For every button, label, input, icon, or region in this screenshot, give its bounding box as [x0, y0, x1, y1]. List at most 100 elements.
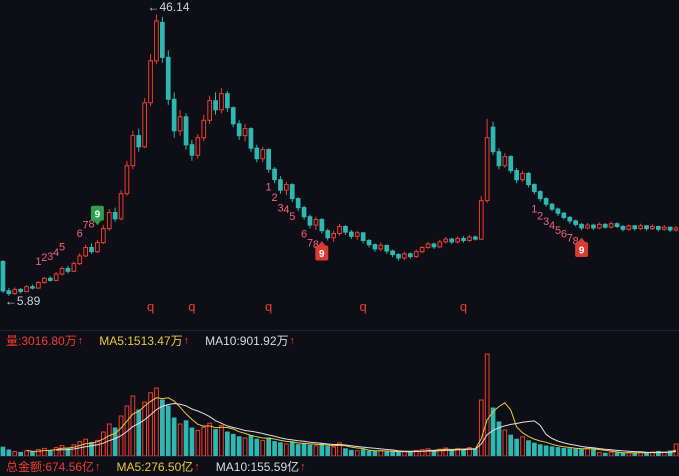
volume-bar[interactable]	[189, 427, 195, 456]
candle[interactable]	[349, 230, 354, 240]
volume-bar[interactable]	[112, 427, 118, 456]
candle[interactable]	[225, 90, 230, 112]
volume-bar[interactable]	[47, 449, 53, 456]
candle[interactable]	[449, 237, 455, 244]
volume-bar[interactable]	[585, 447, 590, 456]
candle[interactable]	[278, 176, 283, 194]
candle[interactable]	[378, 242, 384, 251]
candle[interactable]	[473, 235, 478, 241]
candle[interactable]	[425, 241, 431, 249]
volume-bar[interactable]	[177, 423, 183, 456]
candle[interactable]	[591, 223, 596, 230]
candle[interactable]	[667, 226, 673, 233]
candle[interactable]	[402, 251, 407, 261]
volume-bar[interactable]	[6, 449, 12, 456]
candle[interactable]	[30, 284, 35, 290]
candle[interactable]	[71, 261, 77, 273]
volume-bar[interactable]	[396, 451, 401, 456]
candle[interactable]	[661, 225, 667, 231]
candle[interactable]	[207, 95, 213, 124]
candlestick-pane[interactable]: ←46.14 ←5.89 q q q q q 1 2 3 4 5 6 7 8 9 1 2 3 4 5 6 7 8 9 1 2 3 4 5 6…	[0, 0, 679, 330]
candle[interactable]	[437, 239, 443, 249]
candle[interactable]	[343, 225, 348, 235]
candle[interactable]	[230, 106, 236, 128]
candle[interactable]	[614, 222, 620, 228]
candle[interactable]	[673, 225, 679, 232]
volume-bar[interactable]	[89, 441, 94, 456]
candle[interactable]	[189, 139, 195, 161]
candle[interactable]	[301, 205, 307, 220]
candle[interactable]	[650, 224, 655, 230]
candle[interactable]	[526, 172, 531, 188]
volume-bar[interactable]	[632, 452, 638, 456]
candle[interactable]	[130, 130, 136, 170]
candle[interactable]	[295, 197, 301, 212]
volume-bar[interactable]	[490, 407, 496, 456]
volume-chart[interactable]	[0, 350, 679, 456]
candle[interactable]	[101, 225, 106, 244]
volume-bar[interactable]	[165, 405, 171, 456]
candle[interactable]	[331, 230, 336, 242]
volume-bar[interactable]	[579, 449, 584, 456]
volume-bar[interactable]	[301, 442, 307, 456]
candle[interactable]	[65, 265, 71, 274]
volume-bar[interactable]	[484, 353, 490, 456]
candle[interactable]	[95, 239, 100, 254]
candle[interactable]	[644, 225, 649, 231]
candle[interactable]	[555, 207, 561, 216]
volume-bar[interactable]	[354, 450, 360, 456]
ex-rights-mark[interactable]: q	[265, 299, 272, 314]
candle[interactable]	[508, 155, 514, 174]
candle[interactable]	[543, 197, 549, 207]
volume-bar[interactable]	[248, 435, 254, 456]
volume-bar[interactable]	[537, 444, 543, 456]
candle[interactable]	[514, 167, 519, 184]
volume-bar[interactable]	[425, 448, 431, 456]
candle[interactable]	[266, 148, 271, 173]
volume-bar[interactable]	[443, 447, 449, 456]
volume-bar[interactable]	[142, 401, 148, 456]
ex-rights-mark[interactable]: q	[460, 299, 467, 314]
volume-bar[interactable]	[502, 429, 508, 456]
volume-bar[interactable]	[384, 451, 390, 456]
ex-rights-mark[interactable]: q	[359, 299, 366, 314]
candle[interactable]	[260, 146, 266, 163]
volume-bar[interactable]	[349, 449, 354, 456]
volume-bar[interactable]	[372, 451, 378, 456]
volume-bar[interactable]	[402, 451, 407, 456]
volume-bar[interactable]	[549, 446, 555, 456]
volume-bar[interactable]	[260, 439, 266, 456]
candle[interactable]	[160, 16, 165, 63]
candle[interactable]	[354, 230, 360, 240]
volume-bar[interactable]	[307, 444, 313, 456]
volume-bar[interactable]	[496, 421, 502, 456]
candle[interactable]	[656, 225, 661, 232]
candle[interactable]	[384, 244, 390, 254]
volume-bar[interactable]	[567, 448, 573, 456]
candle[interactable]	[585, 223, 590, 230]
candle[interactable]	[561, 211, 567, 220]
ex-rights-mark[interactable]: q	[147, 299, 154, 314]
volume-bar[interactable]	[413, 449, 419, 456]
volume-bar[interactable]	[295, 444, 301, 456]
candle[interactable]	[254, 144, 260, 163]
volume-bar[interactable]	[36, 449, 41, 456]
candle[interactable]	[195, 134, 201, 159]
volume-bar[interactable]	[284, 443, 289, 456]
volume-bar[interactable]	[561, 447, 567, 456]
volume-bar[interactable]	[266, 437, 271, 456]
volume-bar[interactable]	[24, 450, 29, 456]
candle[interactable]	[638, 223, 643, 230]
candle[interactable]	[154, 14, 159, 65]
candle[interactable]	[396, 253, 401, 261]
volume-bar[interactable]	[656, 450, 661, 456]
volume-bar[interactable]	[95, 439, 100, 456]
volume-bar[interactable]	[360, 449, 366, 456]
candle[interactable]	[360, 232, 366, 244]
candle[interactable]	[59, 266, 65, 276]
candle[interactable]	[177, 109, 183, 136]
candle[interactable]	[597, 222, 602, 230]
candle[interactable]	[219, 88, 224, 114]
volume-bar[interactable]	[230, 433, 236, 456]
volume-bar[interactable]	[478, 399, 484, 456]
